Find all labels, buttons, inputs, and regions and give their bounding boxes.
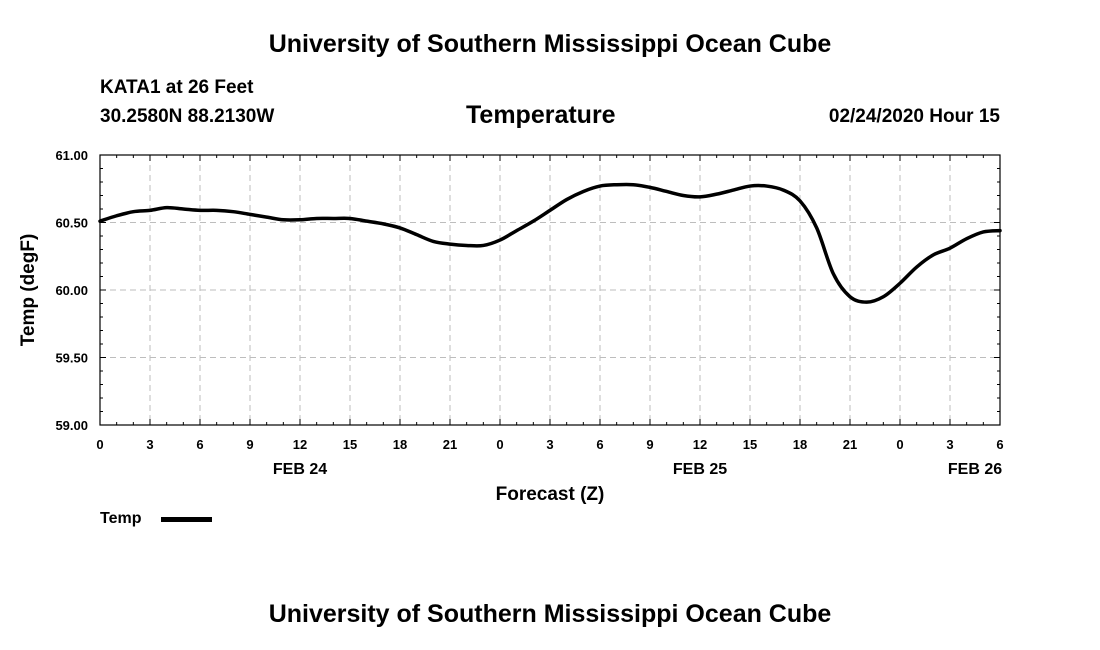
y-tick-labels: 61.00 60.50 60.00 59.50 59.00 [55, 148, 88, 433]
x-tick-label: 15 [743, 437, 757, 452]
y-tick-label: 59.50 [55, 351, 88, 366]
forecast-timestamp: 02/24/2020 Hour 15 [828, 106, 1000, 127]
grid-lines [100, 155, 1000, 425]
x-tick-label: 15 [343, 437, 357, 452]
x-tick-label: 21 [443, 437, 457, 452]
x-axis-label: Forecast (Z) [496, 484, 605, 505]
y-tick-label: 59.00 [55, 418, 88, 433]
page-title: University of Southern Mississippi Ocean… [268, 30, 832, 58]
x-tick-label: 3 [946, 437, 953, 452]
date-label: FEB 24 [273, 461, 327, 478]
x-tick-label: 9 [246, 437, 253, 452]
x-tick-label: 9 [646, 437, 653, 452]
station-coordinates: 30.2580N 88.2130W [100, 106, 275, 127]
plot-frame [99, 154, 1001, 426]
y-axis-label: Temp (degF) [18, 234, 39, 347]
legend-label: Temp [100, 510, 142, 527]
x-tick-labels: 0 3 6 9 12 15 18 21 0 3 6 9 12 15 18 21 0 3 6 [96, 437, 1003, 452]
legend-line-swatch [161, 517, 212, 522]
x-tick-label: 6 [596, 437, 603, 452]
x-tick-label: 18 [793, 437, 807, 452]
station-label: KATA1 at 26 Feet [100, 77, 254, 98]
x-tick-label: 0 [496, 437, 503, 452]
series-layer [98, 182, 1002, 304]
x-tick-label: 12 [293, 437, 307, 452]
x-tick-label: 18 [393, 437, 407, 452]
y-tick-label: 61.00 [55, 148, 88, 163]
y-tick-label: 60.00 [55, 283, 88, 298]
x-tick-label: 12 [693, 437, 707, 452]
x-tick-label: 3 [546, 437, 553, 452]
footer-title: University of Southern Mississippi Ocean… [268, 600, 832, 628]
series-line-0 [98, 182, 1002, 304]
y-tick-label: 60.50 [55, 216, 88, 231]
x-tick-label: 6 [196, 437, 203, 452]
x-tick-label: 0 [96, 437, 103, 452]
x-tick-label: 6 [996, 437, 1003, 452]
x-tick-label: 21 [843, 437, 857, 452]
date-label: FEB 25 [673, 461, 727, 478]
date-labels: FEB 24 FEB 25 FEB 26 [273, 461, 1002, 478]
x-tick-label: 3 [146, 437, 153, 452]
x-tick-label: 0 [896, 437, 903, 452]
date-label: FEB 26 [948, 461, 1002, 478]
chart-title: Temperature [466, 101, 616, 129]
